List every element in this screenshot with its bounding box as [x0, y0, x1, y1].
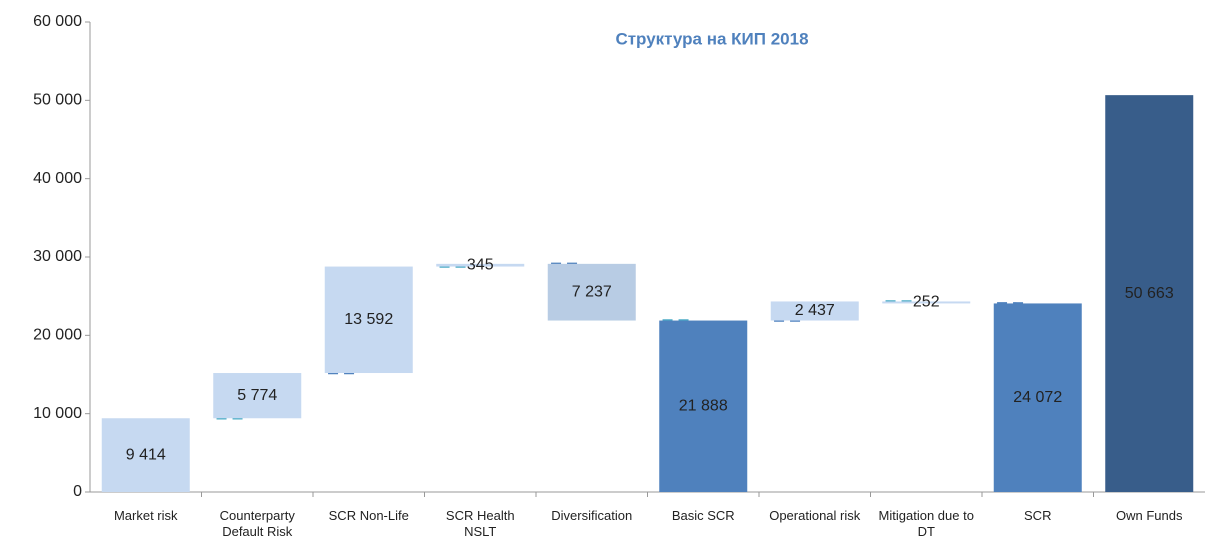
bar [882, 301, 971, 304]
bar [436, 263, 525, 267]
data-label: 5 774 [237, 387, 277, 404]
x-tick-label: Counterparty Default Risk [219, 508, 295, 539]
y-tick-label: 60 000 [33, 13, 82, 30]
x-tick-label: SCR Non-Life [328, 508, 409, 523]
data-label: 7 237 [572, 283, 612, 300]
data-label: 50 663 [1125, 285, 1174, 302]
data-label: 24 072 [1013, 389, 1062, 406]
y-tick-label: 30 000 [33, 248, 82, 265]
x-tick-label: Diversification [551, 508, 633, 523]
data-label: 252 [913, 294, 940, 311]
x-tick-label: Own Funds [1116, 508, 1183, 523]
x-tick-label: Mitigation due to DT [878, 508, 974, 539]
bar [324, 266, 413, 374]
bar [659, 320, 748, 492]
x-tick-label: Basic SCR [671, 508, 735, 523]
data-label: 2 437 [795, 302, 835, 319]
bar [1105, 95, 1194, 492]
y-tick-label: 50 000 [33, 92, 82, 109]
x-tick-label: SCR Health NSLT [445, 508, 515, 539]
bar [770, 301, 859, 321]
data-label: 345 [467, 256, 494, 273]
data-label: 9 414 [126, 446, 166, 463]
y-tick-label: 40 000 [33, 170, 82, 187]
y-tick-label: 10 000 [33, 405, 82, 422]
bar [101, 418, 190, 492]
x-tick-label: SCR [1024, 508, 1052, 523]
x-tick-label: Market risk [113, 508, 178, 523]
chart-title: Структура на КИП 2018 [615, 29, 808, 48]
bar [213, 373, 302, 419]
data-label: 13 592 [344, 311, 393, 328]
bar [993, 303, 1082, 492]
x-tick-label: Operational risk [769, 508, 861, 523]
y-tick-label: 20 000 [33, 327, 82, 344]
y-tick-label: 0 [73, 483, 82, 500]
data-label: 21 888 [679, 397, 728, 414]
bar [547, 263, 636, 321]
